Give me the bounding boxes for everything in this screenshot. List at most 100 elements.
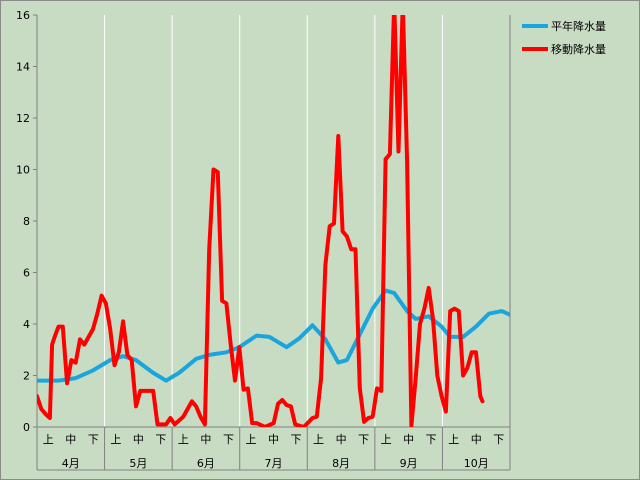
y-tick-label: 4	[23, 318, 30, 331]
data-point	[191, 400, 193, 402]
dekad-label: 下	[426, 433, 437, 446]
data-point	[423, 307, 425, 310]
data-point	[225, 302, 227, 304]
data-point	[208, 354, 210, 356]
data-point	[466, 367, 468, 369]
data-point	[49, 417, 51, 419]
data-point	[501, 310, 503, 312]
data-point	[268, 336, 271, 338]
data-point	[199, 416, 202, 418]
data-point	[225, 351, 227, 353]
data-point	[109, 359, 111, 361]
data-point	[367, 417, 370, 419]
data-point	[105, 302, 107, 304]
dekad-label: 上	[43, 433, 54, 446]
data-point	[350, 248, 352, 250]
grid-lines	[104, 15, 443, 427]
data-point	[303, 426, 305, 427]
data-point	[428, 315, 430, 317]
data-point	[247, 387, 249, 389]
data-point	[135, 359, 137, 361]
data-point	[397, 150, 400, 153]
data-point	[316, 416, 318, 418]
data-point	[122, 320, 124, 323]
data-point	[415, 377, 417, 379]
data-point	[440, 325, 443, 328]
data-point	[481, 400, 484, 402]
data-point	[324, 264, 326, 266]
data-point	[406, 161, 408, 163]
data-point	[195, 405, 197, 407]
data-point	[509, 314, 510, 316]
y-tick-label: 12	[16, 112, 30, 125]
y-tick-label: 10	[16, 164, 30, 177]
dekad-label: 中	[65, 433, 76, 446]
month-label: 9月	[400, 457, 418, 470]
data-point	[354, 248, 357, 250]
data-point	[337, 362, 339, 364]
dekad-label: 上	[110, 433, 121, 446]
data-point	[346, 359, 348, 361]
data-point	[277, 403, 279, 405]
data-point	[385, 289, 387, 292]
data-point	[458, 310, 460, 312]
month-label: 10月	[464, 457, 489, 470]
data-point	[341, 230, 344, 232]
data-point	[436, 374, 438, 377]
data-point	[221, 300, 223, 302]
data-point	[195, 358, 197, 360]
data-point	[372, 416, 374, 418]
data-point	[471, 351, 473, 353]
y-axis: 0 2 4 6 8 10 12 14 16	[16, 9, 37, 434]
data-point	[152, 372, 154, 374]
plot-area	[37, 15, 510, 427]
data-point	[453, 307, 456, 310]
data-point	[298, 337, 301, 339]
data-point	[238, 346, 240, 348]
dekad-label: 中	[268, 433, 279, 446]
data-point	[320, 377, 322, 379]
data-point	[37, 380, 38, 382]
data-point	[135, 405, 137, 407]
y-tick-label: 2	[23, 370, 30, 383]
data-point	[92, 328, 94, 330]
data-point	[83, 344, 85, 346]
data-point	[96, 313, 98, 315]
y-tick-label: 6	[23, 267, 30, 280]
x-axis: 上中下4月上中下5月上中下6月上中下7月上中下8月上中下9月上中下10月	[36, 427, 511, 471]
data-point	[165, 380, 167, 382]
series-line	[37, 288, 510, 383]
data-point	[109, 328, 111, 330]
data-point	[204, 423, 206, 426]
series-group	[37, 2, 510, 427]
data-point	[402, 2, 403, 3]
dekad-label: 上	[381, 433, 392, 446]
data-point	[462, 336, 464, 338]
y-tick-label: 8	[23, 215, 30, 228]
data-point	[53, 337, 55, 339]
data-point	[475, 325, 477, 328]
data-point	[75, 362, 77, 364]
y-tick-label: 14	[16, 61, 30, 74]
data-point	[217, 171, 219, 173]
data-point	[286, 346, 288, 348]
dekad-label: 上	[313, 433, 324, 446]
data-point	[410, 425, 413, 427]
month-label: 8月	[332, 457, 350, 470]
data-point	[380, 390, 382, 392]
month-label: 7月	[265, 457, 283, 470]
dekad-label: 下	[493, 433, 504, 446]
data-point	[79, 338, 81, 341]
data-point	[462, 374, 464, 377]
data-point	[419, 323, 421, 325]
data-point	[394, 2, 395, 3]
data-point	[333, 222, 335, 225]
data-point	[40, 408, 42, 410]
data-point	[432, 318, 434, 320]
data-point	[113, 364, 116, 366]
legend-label: 平年降水量	[551, 19, 606, 33]
data-point	[255, 334, 258, 337]
data-point	[488, 313, 490, 315]
data-point	[174, 423, 176, 426]
